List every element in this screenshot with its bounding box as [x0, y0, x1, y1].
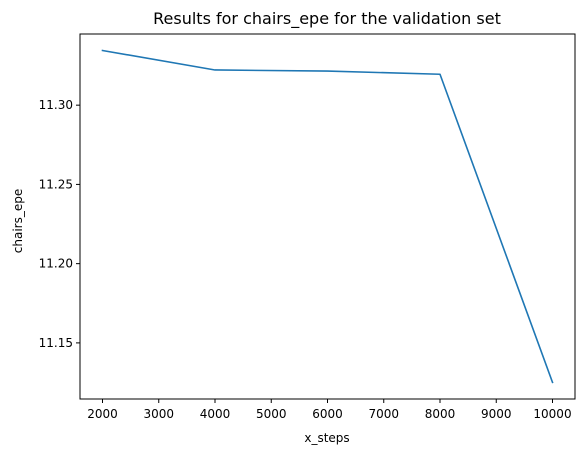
x-tick-label: 7000	[368, 407, 399, 421]
x-tick-label: 2000	[87, 407, 118, 421]
x-tick-label: 9000	[481, 407, 512, 421]
y-axis: 11.15 11.20 11.25 11.30	[39, 98, 80, 350]
x-axis: 2000 3000 4000 5000 6000 7000 8000 9000 10000	[87, 399, 572, 421]
plot-area: 2000 3000 4000 5000 6000 7000 8000 9000 10000 11…	[39, 33, 576, 421]
x-tick-label: 5000	[256, 407, 287, 421]
y-tick-label: 11.15	[39, 336, 73, 350]
y-tick-label: 11.25	[39, 177, 73, 191]
x-tick-label: 4000	[200, 407, 231, 421]
series-group	[101, 49, 554, 384]
x-axis-label: x_steps	[304, 431, 349, 445]
y-axis-label: chairs_epe	[11, 189, 25, 253]
x-tick-label: 10000	[533, 407, 571, 421]
plot-frame	[79, 33, 576, 400]
chart-title: Results for chairs_epe for the validatio…	[153, 9, 501, 29]
series-line-0	[101, 49, 554, 384]
y-tick-label: 11.20	[39, 257, 73, 271]
x-tick-label: 3000	[143, 407, 174, 421]
y-tick-label: 11.30	[39, 98, 73, 112]
x-tick-label: 8000	[425, 407, 456, 421]
x-tick-label: 6000	[312, 407, 343, 421]
